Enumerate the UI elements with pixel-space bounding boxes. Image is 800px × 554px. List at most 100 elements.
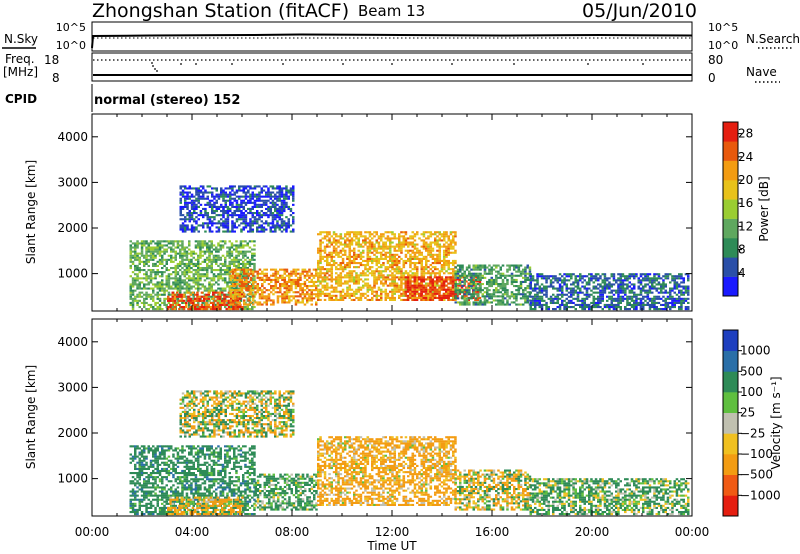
power-cell [172, 240, 175, 243]
power-cell [221, 297, 225, 300]
power-cell [348, 296, 351, 299]
power-cell [420, 276, 423, 279]
power-cell [199, 191, 203, 194]
power-cell [256, 291, 259, 294]
power-cell [254, 285, 257, 288]
power-cell [465, 303, 469, 306]
power-cell [330, 280, 333, 283]
power-cell [167, 285, 171, 288]
power-cell [185, 306, 188, 309]
power-cell [236, 306, 240, 309]
power-cell [398, 296, 401, 299]
power-cell [335, 294, 338, 297]
power-cell [576, 297, 580, 300]
power-cell [669, 287, 672, 290]
nave-tick-bottom: 0 [708, 71, 716, 85]
power-cell [380, 274, 383, 277]
power-cell [536, 277, 539, 280]
power-cell [420, 296, 423, 299]
power-cell [165, 275, 168, 278]
power-cell [226, 273, 229, 276]
power-cell [244, 267, 247, 270]
power-cell [373, 286, 376, 289]
power-cell [176, 267, 180, 270]
power-cell [563, 293, 566, 296]
power-cell [359, 292, 363, 295]
power-cell [323, 268, 327, 271]
power-cell [449, 262, 453, 265]
power-cell [253, 262, 256, 265]
power-cell [238, 285, 241, 288]
power-cell [317, 280, 320, 283]
power-cell [238, 276, 241, 279]
power-cell [199, 275, 202, 278]
power-cell [648, 279, 652, 282]
power-cell [140, 250, 144, 253]
power-cell [195, 212, 198, 215]
power-cell [326, 288, 329, 291]
power-cell [274, 268, 278, 271]
power-cell [185, 283, 189, 286]
power-cell [253, 240, 256, 243]
power-cell [261, 283, 264, 286]
power-cell [299, 301, 302, 304]
power-cell [581, 277, 584, 280]
power-cell [436, 296, 439, 299]
power-cell [131, 281, 135, 284]
power-cell [359, 243, 363, 246]
power-cell [176, 293, 180, 296]
power-cell [603, 285, 607, 288]
power-cell [183, 273, 186, 276]
power-cell [431, 249, 435, 252]
power-cell [355, 272, 358, 275]
power-cell [341, 253, 345, 256]
power-cell [297, 280, 300, 283]
power-cell [204, 210, 207, 213]
power-cell [321, 241, 324, 244]
power-cell [612, 306, 616, 309]
power-cell [617, 283, 620, 286]
power-cell [420, 292, 423, 295]
power-cell [181, 240, 184, 243]
power-cell [461, 285, 464, 288]
power-cell [486, 280, 489, 283]
power-cell [461, 289, 464, 292]
power-cell [196, 303, 199, 306]
power-cell [504, 285, 507, 288]
power-cell [179, 287, 182, 290]
power-cell [624, 283, 627, 286]
power-cell [510, 276, 514, 279]
power-cell [330, 278, 333, 281]
power-cell [328, 274, 331, 277]
power-cell [238, 274, 241, 277]
power-cell [524, 274, 527, 277]
power-cell [242, 250, 245, 253]
power-cell [366, 284, 370, 287]
power-cell [422, 257, 426, 260]
power-cell [477, 272, 480, 275]
power-cell [158, 306, 162, 309]
power-cell [497, 295, 500, 298]
power-cell [355, 243, 358, 246]
power-cell [190, 252, 193, 255]
power-cell [184, 201, 187, 204]
power-cell [556, 289, 559, 292]
power-cell [350, 292, 354, 295]
power-cell [341, 259, 345, 262]
power-cell [612, 303, 616, 306]
power-cell [247, 285, 250, 288]
power-cell [165, 262, 168, 265]
power-cell [474, 266, 478, 269]
power-cell [624, 291, 627, 294]
power-cell [199, 224, 203, 227]
power-cell [526, 278, 529, 281]
power-cell [230, 297, 233, 300]
power-cell [398, 286, 401, 289]
power-cell [200, 303, 204, 306]
power-cell [669, 297, 672, 300]
power-cell [391, 274, 394, 277]
power-cell [152, 248, 155, 251]
power-cell [229, 291, 232, 294]
power-cell [224, 287, 227, 290]
power-cell [522, 289, 525, 292]
